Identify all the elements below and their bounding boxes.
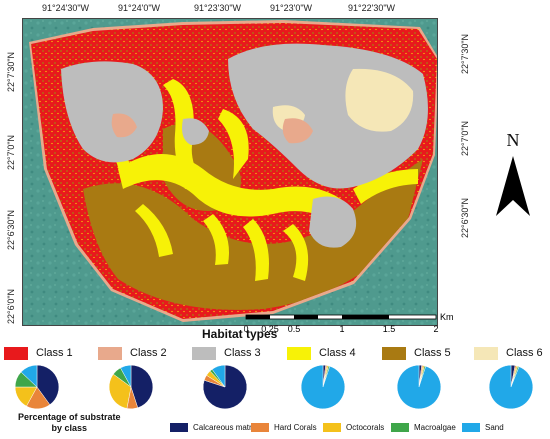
- scale-tick-3: 1: [339, 324, 344, 334]
- pie-slice-sand: [20, 364, 38, 388]
- habitat-map: [22, 18, 438, 326]
- pie-class-1: [14, 364, 60, 410]
- legend-item-class-6: Class 6: [474, 345, 543, 361]
- scale-tick-4: 1.5: [383, 324, 396, 334]
- label-class-5: Class 5: [414, 347, 451, 359]
- substrate-item-macroalgae: Macroalgae: [391, 421, 456, 433]
- sub-label-octocorals: Octocorals: [346, 422, 385, 432]
- pie-slice-sand: [120, 364, 132, 388]
- lat-label-right-3: 22°6'30"N: [460, 197, 470, 238]
- legend-item-class-3: Class 3: [192, 345, 261, 361]
- swatch-class-4: [287, 346, 311, 360]
- lat-label-left-4: 22°6'0"N: [6, 288, 16, 324]
- lat-label-left-1: 22°7'30"N: [6, 51, 16, 92]
- scale-tick-0: 0: [244, 324, 249, 334]
- lon-label-2: 91°24'0"W: [118, 3, 161, 13]
- scale-bar: 0 0.25 0.5 1 1.5 2 Km: [243, 310, 454, 336]
- sub-swatch-0: [170, 422, 188, 432]
- scale-tick-1: 0.25: [261, 324, 279, 334]
- pie-slice-calcareous-matrix: [130, 364, 154, 409]
- pie-slice-sand: [396, 364, 442, 410]
- north-arrow-icon: N: [496, 130, 530, 216]
- swatch-class-2: [98, 346, 122, 360]
- lon-label-1: 91°24'30"W: [42, 3, 90, 13]
- pie-class-5: [396, 364, 442, 410]
- pie-class-4: [300, 364, 346, 410]
- scale-unit: Km: [440, 312, 454, 322]
- scale-tick-2: 0.5: [288, 324, 301, 334]
- substrate-title: Percentage of substrate by class: [18, 412, 121, 434]
- sub-label-calcareous: Calcareous matrix: [193, 422, 258, 432]
- swatch-class-6: [474, 346, 498, 360]
- map-graphic: [23, 19, 437, 325]
- sub-swatch-1: [251, 422, 269, 432]
- swatch-class-1: [4, 346, 28, 360]
- label-class-2: Class 2: [130, 347, 167, 359]
- legend-title: Habitat types: [202, 327, 278, 341]
- substrate-item-sand: Sand: [462, 421, 504, 433]
- pie-slice-sand: [300, 364, 346, 410]
- sub-label-sand: Sand: [485, 422, 504, 432]
- lat-label-left-3: 22°6'30"N: [6, 209, 16, 250]
- lon-label-4: 91°23'0"W: [270, 3, 313, 13]
- legend-item-class-4: Class 4: [287, 345, 356, 361]
- legend-item-class-1: Class 1: [4, 345, 73, 361]
- substrate-title-line2: by class: [51, 423, 88, 433]
- pie-class-6: [488, 364, 534, 410]
- sub-swatch-4: [462, 422, 480, 432]
- sub-swatch-3: [391, 422, 409, 432]
- lat-label-right-2: 22°7'0"N: [460, 120, 470, 156]
- lat-label-left-2: 22°7'0"N: [6, 134, 16, 170]
- label-class-1: Class 1: [36, 347, 73, 359]
- legend-item-class-2: Class 2: [98, 345, 167, 361]
- north-arrow: N: [490, 130, 536, 220]
- substrate-item-calcareous: Calcareous matrix: [170, 421, 257, 433]
- pie-slice-calcareous-matrix: [36, 364, 60, 405]
- legend-item-class-5: Class 5: [382, 345, 451, 361]
- pie-class-3: [202, 364, 248, 410]
- label-class-6: Class 6: [506, 347, 543, 359]
- label-class-3: Class 3: [224, 347, 261, 359]
- label-class-4: Class 4: [319, 347, 356, 359]
- substrate-item-octocorals: Octocorals: [323, 421, 384, 433]
- swatch-class-3: [192, 346, 216, 360]
- pie-slice-sand: [211, 364, 226, 388]
- swatch-class-5: [382, 346, 406, 360]
- sub-swatch-2: [323, 422, 341, 432]
- substrate-title-line1: Percentage of substrate: [18, 412, 121, 422]
- lon-label-5: 91°22'30"W: [348, 3, 396, 13]
- sub-label-hard-corals: Hard Corals: [274, 422, 317, 432]
- scale-tick-5: 2: [433, 324, 438, 334]
- north-label: N: [507, 130, 520, 150]
- sub-label-macroalgae: Macroalgae: [414, 422, 456, 432]
- pie-slice-octocorals: [108, 373, 132, 409]
- substrate-item-hard-corals: Hard Corals: [251, 421, 317, 433]
- pie-slice-sand: [488, 364, 534, 410]
- pie-class-2: [108, 364, 154, 410]
- lon-label-3: 91°23'30"W: [194, 3, 242, 13]
- lat-label-right-1: 22°7'30"N: [460, 33, 470, 74]
